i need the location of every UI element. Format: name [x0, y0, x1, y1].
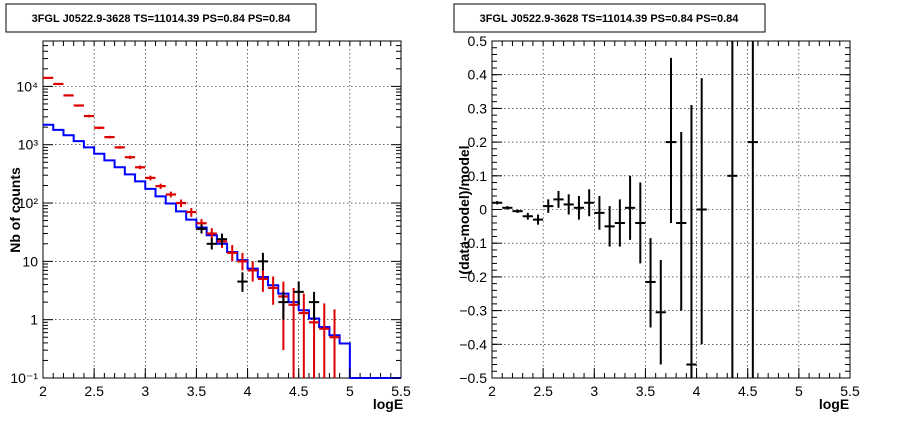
right-x-tick-label: 2.5: [533, 383, 553, 399]
left-axes: 2 2.5 3 3.5 4 4.5 5 5.5 10⁻¹ 1 10 10² 10³ 10⁴: [10, 40, 411, 399]
right-x-tick-label: 3.5: [636, 383, 656, 399]
left-x-tick-label: 5: [346, 383, 354, 399]
left-grid: [43, 41, 401, 378]
right-x-tick-label: 4: [693, 383, 701, 399]
left-x-axis-label: logE: [373, 396, 403, 412]
right-x-tick-label: 3: [590, 383, 598, 399]
left-x-tick-label: 5.5: [391, 383, 411, 399]
left-model-step-line: [43, 123, 401, 379]
left-y-tick-label: 10⁴: [16, 78, 38, 94]
left-y-tick-label: 10: [22, 253, 38, 269]
left-y-tick-label: 10²: [18, 195, 39, 211]
left-black-series: [196, 224, 320, 320]
right-x-tick-label: 5: [795, 383, 803, 399]
left-x-tick-label: 2.5: [84, 383, 104, 399]
right-y-tick-label: 0.2: [468, 134, 488, 150]
left-model-series: [43, 123, 401, 379]
right-y-axis-label: (data-model)/model: [456, 145, 472, 274]
right-y-tick-label: −0.2: [459, 269, 487, 285]
right-chart-panel: 3FGL J0522.9-3628 TS=11014.39 PS=0.84 PS…: [453, 3, 860, 412]
right-x-tick-label: 4.5: [738, 383, 758, 399]
left-x-tick-label: 3.5: [187, 383, 207, 399]
right-y-tick-label: 0.5: [468, 33, 488, 49]
right-x-tick-label: 5.5: [840, 383, 860, 399]
left-x-tick-label: 3: [141, 383, 149, 399]
left-chart-title: 3FGL J0522.9-3628 TS=11014.39 PS=0.84 PS…: [32, 13, 292, 25]
right-y-tick-label: 0.4: [468, 67, 488, 83]
right-y-tick-label: −0.5: [459, 370, 487, 386]
right-axes: 2 2.5 3 3.5 4 4.5 5 5.5 −0.5 −0.4 −0.3 −0.2 −0.1 0 0.1…: [459, 33, 860, 399]
right-y-tick-label: −0.4: [459, 336, 487, 352]
right-title-box: [453, 3, 766, 33]
left-y-axis-label: Nb of counts: [7, 167, 23, 253]
right-y-tick-label: −0.1: [459, 235, 487, 251]
left-x-tick-label: 4.5: [289, 383, 309, 399]
right-y-tick-label: 0.1: [468, 168, 488, 184]
right-x-axis-label: logE: [819, 396, 849, 412]
left-x-tick-label: 2: [39, 383, 47, 399]
left-plot-frame: [42, 40, 402, 379]
left-x-tick-label: 4: [244, 383, 252, 399]
left-title-box: [5, 3, 317, 33]
right-residual-series: [492, 41, 758, 378]
left-y-tick-label: 10³: [18, 137, 39, 153]
right-x-tick-label: 2: [488, 383, 496, 399]
right-y-tick-label: −0.3: [459, 303, 487, 319]
right-y-tick-label: 0: [479, 202, 487, 218]
left-y-tick-label: 1: [30, 312, 38, 328]
left-chart-panel: 3FGL J0522.9-3628 TS=11014.39 PS=0.84 PS…: [5, 3, 411, 412]
right-y-tick-label: 0.3: [468, 100, 488, 116]
right-chart-title: 3FGL J0522.9-3628 TS=11014.39 PS=0.84 PS…: [480, 13, 740, 25]
left-y-tick-label: 10⁻¹: [10, 370, 38, 386]
